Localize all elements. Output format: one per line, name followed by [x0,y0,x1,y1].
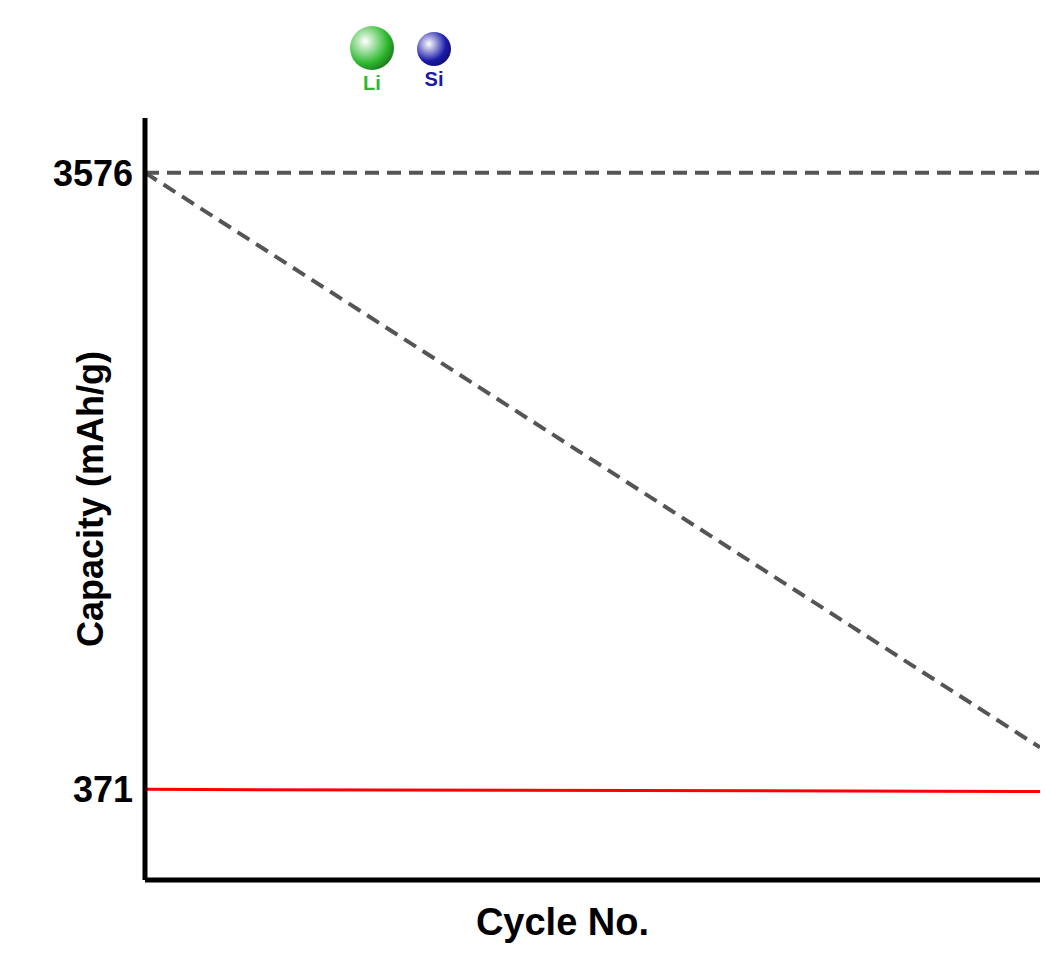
svg-text:3576: 3576 [53,153,133,194]
html-text:Li: Li [363,72,381,94]
html-text:Si: Si [424,68,444,90]
svg-text:Cycle No.: Cycle No. [476,901,649,943]
svg-text:371: 371 [73,769,133,810]
svg-text:Capacity (mAh/g): Capacity (mAh/g) [70,351,111,647]
